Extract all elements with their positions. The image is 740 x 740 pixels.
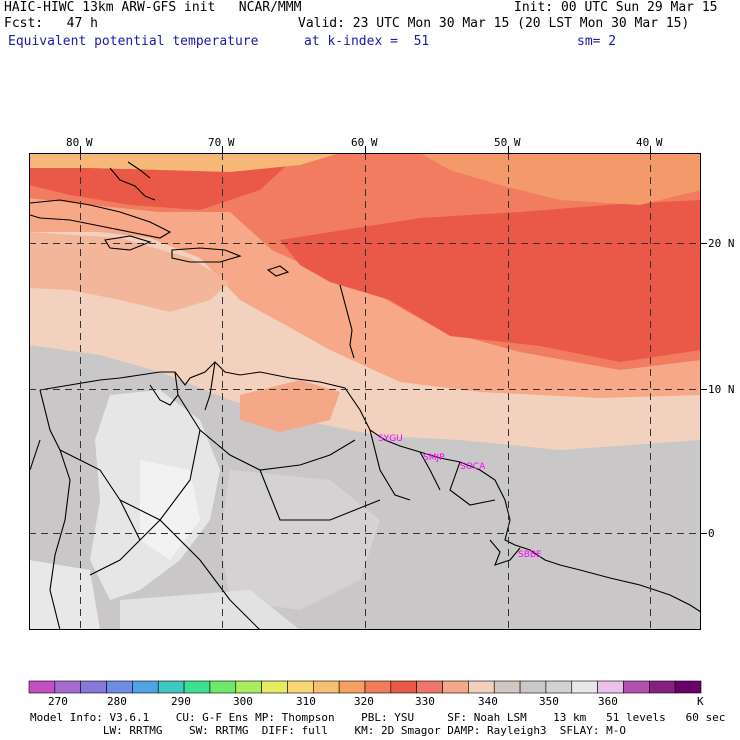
- station-label-soca: SOCA: [460, 462, 486, 472]
- graticule: [29, 153, 701, 630]
- colorbar-swatch: [519, 680, 547, 694]
- colorbar: [28, 680, 702, 694]
- colorbar-tick: 280: [107, 695, 127, 708]
- map-frame: [29, 153, 701, 630]
- colorbar-swatch: [364, 680, 392, 694]
- colorbar-swatch: [416, 680, 443, 694]
- top-ticks: [80, 146, 707, 534]
- model-info-line1: Model Info: V3.6.1 CU: G-F Ens MP: Thomp…: [30, 711, 726, 724]
- colorbar-swatch: [674, 680, 702, 694]
- lon-label: 70 W: [208, 136, 235, 149]
- lat-label: 0: [708, 527, 715, 540]
- colorbar-swatch: [157, 680, 185, 694]
- colorbar-swatch: [106, 680, 133, 694]
- colorbar-swatch: [623, 680, 650, 694]
- lon-label: 50 W: [494, 136, 521, 149]
- valid-time: Valid: 23 UTC Mon 30 Mar 15 (20 LST Mon …: [298, 16, 690, 31]
- colorbar-swatch: [313, 680, 340, 694]
- colorbar-tick: 300: [233, 695, 253, 708]
- lon-label: 80 W: [66, 136, 93, 149]
- colorbar-tick: 340: [478, 695, 498, 708]
- colorbar-tick: 320: [354, 695, 374, 708]
- colorbar-tick: 350: [539, 695, 559, 708]
- colorbar-swatch: [287, 680, 314, 694]
- colorbar-swatch: [261, 680, 288, 694]
- model-info-line2: LW: RRTMG SW: RRTMG DIFF: full KM: 2D Sm…: [30, 724, 627, 737]
- field-name: Equivalent potential temperature: [8, 34, 259, 49]
- forecast-hour: Fcst: 47 h: [4, 16, 98, 31]
- lat-label: 20 N: [708, 237, 735, 250]
- station-label-smjp: SMJP: [423, 453, 445, 463]
- colorbar-swatch: [493, 680, 521, 694]
- colorbar-tick: 330: [415, 695, 435, 708]
- colorbar-tick: 360: [598, 695, 618, 708]
- colorbar-swatch: [235, 680, 262, 694]
- colorbar-swatch: [571, 680, 598, 694]
- station-label-sygu: SYGU: [378, 434, 403, 444]
- colorbar-ticks: 270 280 290 300 310 320 330 340 350 360 …: [48, 695, 704, 708]
- colorbar-swatch: [132, 680, 159, 694]
- smoothing-label: sm= 2: [577, 34, 617, 49]
- lon-label: 40 W: [636, 136, 663, 149]
- colorbar-swatch: [183, 680, 211, 694]
- init-time: Init: 00 UTC Sun 29 Mar 15: [514, 0, 718, 15]
- level-label: at k-index = 51: [304, 34, 430, 49]
- station-labels: SYGU SMJP SOCA SBBE: [378, 434, 542, 560]
- colorbar-tick: 270: [48, 695, 68, 708]
- lat-label: 10 N: [708, 383, 735, 396]
- colorbar-swatch: [649, 680, 676, 694]
- colorbar-swatch: [54, 680, 81, 694]
- colorbar-swatch: [597, 680, 624, 694]
- colorbar-swatch: [468, 680, 495, 694]
- colorbar-swatch: [545, 680, 573, 694]
- colorbar-swatch: [209, 680, 237, 694]
- station-label-sbbe: SBBE: [518, 550, 542, 560]
- colorbar-tick: 310: [296, 695, 316, 708]
- colorbar-swatch: [28, 680, 56, 694]
- theta-e-field: [29, 153, 701, 630]
- colorbar-swatch: [442, 680, 469, 694]
- colorbar-swatch: [80, 680, 107, 694]
- colorbar-swatch: [390, 680, 418, 694]
- colorbar-tick: 290: [171, 695, 191, 708]
- lon-label: 60 W: [351, 136, 378, 149]
- colorbar-unit: K: [697, 695, 704, 708]
- colorbar-swatch: [338, 680, 366, 694]
- model-title: HAIC-HIWC 13km ARW-GFS init NCAR/MMM: [4, 0, 302, 15]
- coastlines: [29, 161, 701, 630]
